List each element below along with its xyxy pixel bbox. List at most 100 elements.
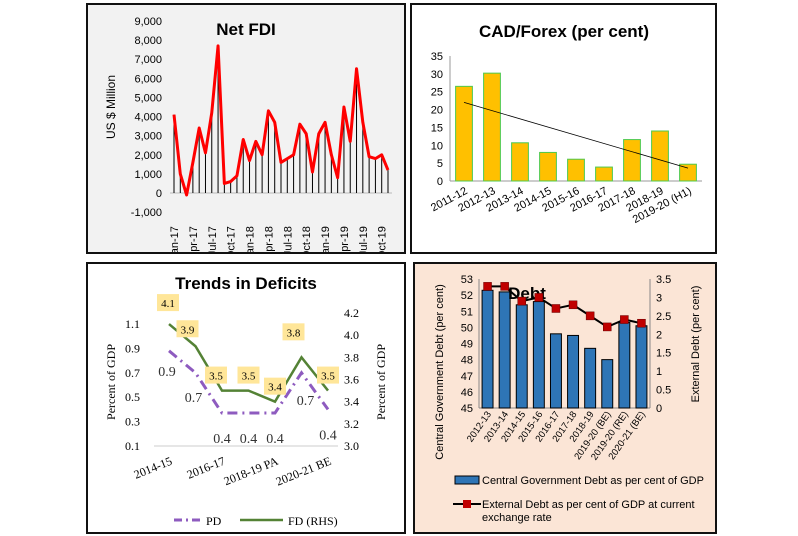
data-label-box-fd [205, 366, 227, 384]
bar [618, 322, 631, 409]
data-label-fd: 3.9 [181, 324, 195, 336]
x-tick-label: Jul-19 [358, 226, 370, 252]
y-tick-label: 5,000 [134, 92, 162, 104]
x-tick-label: 2020-21 BE [274, 454, 333, 489]
data-label-pd: 0.4 [266, 432, 284, 447]
y-right-tick-label: 3.2 [344, 417, 359, 431]
debt-chart: 45 46 47 48 49 50 51 52 53 0 0.5 1 1.5 2 2.5 3 3.5 Centra… [413, 262, 717, 534]
data-label-pd: 0.7 [297, 394, 315, 409]
bar [595, 166, 613, 182]
data-label-pd: 0.7 [185, 391, 203, 406]
y-tick-label: 4,000 [134, 112, 162, 124]
x-tick-label: Apr-18 [263, 226, 275, 252]
y-tick-label: 1,000 [134, 169, 162, 181]
trends-in-deficits-chart: Trends in Deficits 0.1 0.3 0.5 0.7 0.9 1.1 3.0 3… [86, 262, 406, 534]
data-point-marker [483, 282, 492, 291]
data-label-pd: 0.4 [240, 432, 258, 447]
y-tick-label: 8,000 [134, 35, 162, 47]
legend-label-fd: FD (RHS) [288, 514, 338, 528]
legend-label-line: External Debt as per cent of GDP at curr… [482, 499, 695, 511]
bar [511, 142, 529, 182]
data-label-pd: 0.9 [158, 365, 176, 380]
legend-swatch-marker [463, 500, 471, 508]
y-right-tick-label: 2 [656, 329, 662, 341]
y-tick-label: 50 [461, 322, 473, 334]
y-right-tick-label: 3.0 [344, 439, 359, 453]
y-tick-label: 0.1 [125, 439, 140, 453]
bar [679, 163, 697, 182]
bar [584, 347, 597, 409]
data-label-box-fd [237, 366, 260, 384]
y-right-tick-label: 4.0 [344, 328, 359, 342]
y-right-tick-label: 0 [656, 403, 662, 415]
y-right-tick-label: 3.5 [656, 274, 671, 286]
y-right-tick-label: 1.5 [656, 348, 671, 360]
y-tick-label: 15 [431, 122, 443, 134]
x-tick-label: Oct-19 [377, 226, 389, 252]
y-right-tick-label: 0.5 [656, 385, 671, 397]
bar [651, 130, 669, 182]
x-tick-label: 2018-19 PA [222, 454, 281, 489]
data-label-pd: 0.4 [213, 432, 231, 447]
bar [567, 158, 585, 182]
y-right-tick-label: 2.5 [656, 311, 671, 323]
y-tick-label: 0 [437, 176, 443, 188]
y-tick-label: 46 [461, 387, 473, 399]
bar [481, 289, 494, 409]
y-tick-label: 52 [461, 290, 473, 302]
y-axis-label: US $ Million [104, 75, 118, 139]
x-tick-label: Jul-17 [207, 226, 219, 252]
y-tick-label: 6,000 [134, 73, 162, 85]
y-tick-label: 0.3 [125, 415, 140, 429]
y-tick-label: 20 [431, 105, 443, 117]
x-tick-label: Jan-17 [169, 226, 181, 252]
x-tick-label: Jul-18 [282, 226, 294, 252]
data-label-fd: 3.4 [268, 382, 282, 394]
bar [601, 359, 614, 409]
chart-title: CAD/Forex (per cent) [479, 22, 649, 41]
y-axis-label: Central Government Debt (per cent) [434, 284, 446, 459]
legend-label-line-cont: exchange rate [482, 512, 552, 524]
data-point-marker [551, 304, 561, 313]
data-point-marker [603, 322, 612, 332]
y-right-tick-label: 3.6 [344, 373, 359, 387]
data-point-marker [637, 318, 646, 328]
data-label-fd: 3.5 [209, 371, 223, 383]
y-tick-label: 3,000 [134, 131, 162, 143]
cad-forex-chart: CAD/Forex (per cent) 0 5 10 15 20 25 30 35 2011-1… [410, 3, 717, 254]
y-tick-label: 51 [461, 306, 473, 318]
y-tick-label: 45 [461, 403, 473, 415]
series-line-pd [168, 349, 330, 415]
data-label-fd: 3.8 [287, 327, 301, 339]
bar [532, 301, 545, 409]
series-line-external-debt [487, 285, 642, 329]
x-tick-label: Oct-18 [301, 226, 313, 252]
y-right-axis-label: Percent of GDP [374, 344, 388, 420]
data-label-box-fd [264, 377, 286, 395]
y-right-tick-label: 1 [656, 366, 662, 378]
x-tick-label: Jan-19 [320, 226, 332, 252]
y-right-tick-label: 4.2 [344, 306, 359, 320]
series-line-net-fdi [172, 44, 390, 197]
y-tick-label: 10 [431, 140, 443, 152]
bar [635, 325, 648, 409]
legend-label-bar: Central Government Debt as per cent of G… [482, 475, 704, 487]
data-label-fd: 4.1 [161, 298, 175, 310]
bar [623, 139, 641, 182]
data-label-box-fd [317, 366, 339, 384]
data-point-marker [568, 300, 578, 310]
data-point-marker [620, 315, 629, 324]
y-tick-label: -1,000 [131, 207, 162, 219]
y-tick-label: 2,000 [134, 150, 162, 162]
y-tick-label: 53 [461, 274, 473, 286]
net-fdi-chart: -1,000 0 1,000 2,000 3,000 4,000 5,000 6,000 7,0… [86, 3, 406, 254]
x-tick-label: Apr-17 [188, 226, 200, 252]
chart-title: Net FDI [216, 20, 276, 39]
y-right-tick-label: 3.4 [344, 395, 359, 409]
data-label-box-fd [282, 323, 305, 341]
y-axis-label: Percent of GDP [104, 344, 118, 420]
trendline [463, 102, 689, 169]
data-label-pd: 0.4 [319, 428, 337, 443]
y-tick-label: 0 [156, 188, 162, 200]
data-point-marker [500, 282, 509, 291]
